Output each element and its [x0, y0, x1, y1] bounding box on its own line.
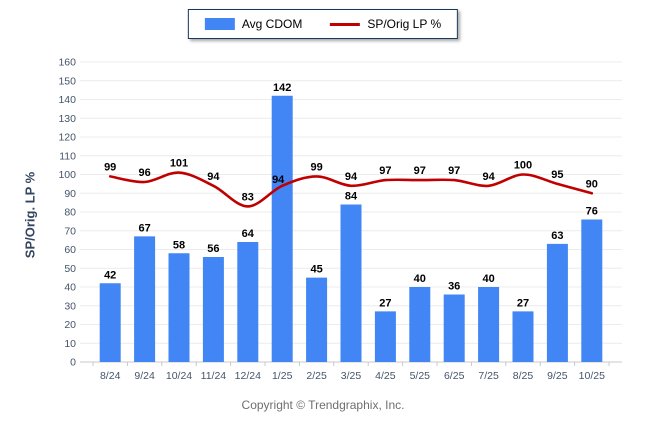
bar-value-label: 67 — [138, 222, 150, 234]
bar-value-label: 40 — [414, 273, 426, 285]
y-tick-label: 100 — [58, 169, 76, 181]
line-value-label: 94 — [207, 171, 220, 183]
x-tick-label: 11/24 — [201, 370, 227, 382]
line-value-label: 101 — [170, 158, 188, 170]
bar — [546, 243, 568, 362]
bar-value-label: 27 — [517, 297, 529, 309]
bar-value-label: 76 — [586, 206, 598, 218]
bar — [271, 95, 293, 362]
x-tick-label: 8/25 — [513, 370, 534, 382]
line-value-label: 97 — [414, 165, 426, 177]
line-value-label: 94 — [272, 174, 285, 186]
line-value-label: 100 — [514, 160, 532, 172]
bar — [237, 242, 259, 362]
bar — [168, 253, 190, 362]
bar — [99, 283, 121, 362]
x-tick-label: 3/25 — [341, 370, 362, 382]
y-tick-label: 40 — [64, 282, 76, 294]
bar — [443, 294, 465, 362]
bar-value-label: 42 — [104, 269, 116, 281]
y-tick-label: 90 — [64, 188, 76, 200]
bar-value-label: 84 — [345, 191, 358, 203]
legend-label-avg-cdom: Avg CDOM — [241, 17, 303, 31]
legend-label-sp-orig-lp: SP/Orig LP % — [367, 17, 442, 31]
bar-value-label: 63 — [551, 230, 563, 242]
y-tick-label: 130 — [58, 113, 76, 125]
y-tick-label: 110 — [59, 150, 76, 162]
bar-value-label: 36 — [448, 281, 460, 293]
x-tick-label: 10/25 — [579, 370, 605, 382]
chart-legend: Avg CDOM SP/Orig LP % — [187, 9, 459, 39]
line-value-label: 94 — [482, 171, 495, 183]
line-value-label: 95 — [551, 169, 563, 181]
trend-line — [108, 171, 594, 208]
x-tick-label: 8/24 — [100, 370, 121, 382]
y-tick-label: 70 — [64, 225, 76, 237]
bar — [134, 236, 156, 362]
bar — [340, 204, 362, 362]
x-tick-label: 9/24 — [134, 370, 155, 382]
x-tick-label: 9/25 — [547, 370, 568, 382]
bar — [374, 311, 396, 362]
x-tick-label: 5/25 — [410, 370, 431, 382]
y-tick-label: 20 — [64, 319, 76, 331]
y-tick-label: 60 — [64, 244, 76, 256]
y-tick-label: 30 — [64, 300, 76, 312]
bar-value-label: 27 — [379, 297, 391, 309]
line-value-label: 97 — [379, 165, 391, 177]
avg-cdom-bar-swatch — [204, 18, 235, 30]
y-tick-label: 160 — [58, 57, 76, 69]
x-tick-label: 12/24 — [235, 370, 261, 382]
y-tick-label: 120 — [58, 132, 76, 144]
x-tick-label: 1/25 — [272, 370, 293, 382]
bar — [409, 287, 431, 362]
sp-orig-lp-line-swatch — [330, 22, 361, 26]
line-value-label: 90 — [586, 178, 598, 190]
bar — [202, 257, 224, 362]
y-tick-label: 50 — [64, 263, 76, 275]
bar — [581, 219, 603, 362]
legend-item-avg-cdom: Avg CDOM — [204, 17, 303, 31]
bar-value-label: 45 — [310, 264, 322, 276]
bar-value-label: 142 — [273, 82, 291, 94]
line-value-label: 94 — [345, 171, 358, 183]
line-value-label: 97 — [448, 165, 460, 177]
line-value-label: 83 — [242, 191, 254, 203]
x-tick-label: 7/25 — [478, 370, 499, 382]
y-tick-label: 10 — [64, 338, 76, 350]
bar-value-label: 56 — [207, 243, 219, 255]
y-tick-label: 0 — [70, 357, 76, 369]
line-value-label: 99 — [104, 161, 116, 173]
x-tick-label: 6/25 — [444, 370, 465, 382]
line-value-label: 96 — [138, 167, 150, 179]
x-tick-label: 10/24 — [166, 370, 192, 382]
y-tick-label: 140 — [58, 94, 76, 106]
bar-value-label: 64 — [242, 228, 255, 240]
x-tick-label: 4/25 — [375, 370, 396, 382]
y-tick-label: 80 — [64, 207, 76, 219]
bar-value-label: 58 — [173, 239, 185, 251]
bar — [306, 277, 328, 362]
bar-value-label: 40 — [482, 273, 494, 285]
y-tick-label: 150 — [58, 75, 76, 87]
copyright-text: Copyright © Trendgraphix, Inc. — [241, 398, 405, 412]
line-value-label: 99 — [310, 161, 322, 173]
bar — [512, 311, 534, 362]
legend-item-sp-orig-lp: SP/Orig LP % — [330, 17, 441, 31]
x-tick-label: 2/25 — [306, 370, 327, 382]
bar — [478, 287, 500, 362]
